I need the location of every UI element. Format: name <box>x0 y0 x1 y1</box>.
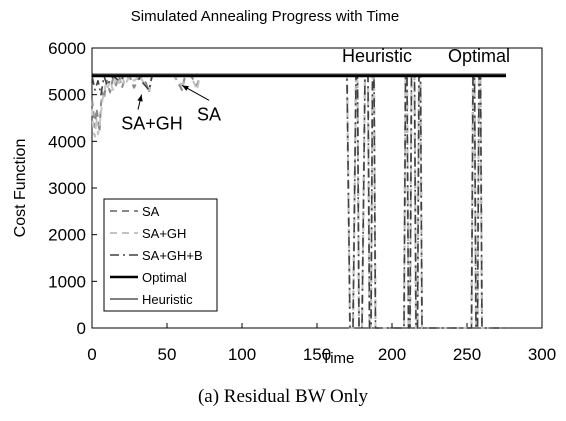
legend-label: Optimal <box>142 270 187 285</box>
x-tick-label: 150 <box>303 345 331 364</box>
y-tick-label: 0 <box>77 319 86 338</box>
y-tick-label: 5000 <box>48 86 86 105</box>
x-tick-label: 250 <box>453 345 481 364</box>
annotation-arrowhead <box>182 85 189 91</box>
legend-box <box>103 198 218 312</box>
x-tick-label: 50 <box>158 345 177 364</box>
x-tick-label: 300 <box>528 345 556 364</box>
chart-title: Simulated Annealing Progress with Time <box>131 8 399 25</box>
y-axis-label: Cost Function <box>12 139 29 238</box>
annotation-label: Heuristic <box>342 46 412 66</box>
x-tick-label: 100 <box>228 345 256 364</box>
annotation-label: Optimal <box>448 46 510 66</box>
y-tick-label: 2000 <box>48 226 86 245</box>
figure-caption: (a) Residual BW Only <box>197 386 369 407</box>
y-tick-label: 6000 <box>48 39 86 58</box>
annotation-arrowhead <box>137 94 143 102</box>
x-axis-label: Time <box>322 350 355 367</box>
y-tick-label: 3000 <box>48 179 86 198</box>
annotation-label: SA <box>197 104 221 124</box>
legend-label: SA+GH <box>142 226 186 241</box>
legend-label: Heuristic <box>142 292 193 307</box>
legend-label: SA+GH+B <box>142 248 203 263</box>
x-tick-label: 0 <box>87 345 96 364</box>
legend-label: SA <box>142 204 160 219</box>
y-tick-label: 4000 <box>48 132 86 151</box>
x-tick-label: 200 <box>378 345 406 364</box>
y-tick-label: 1000 <box>48 272 86 291</box>
annotation-label: SA+GH <box>121 114 183 134</box>
series-line-sa-gh-b <box>91 75 506 329</box>
